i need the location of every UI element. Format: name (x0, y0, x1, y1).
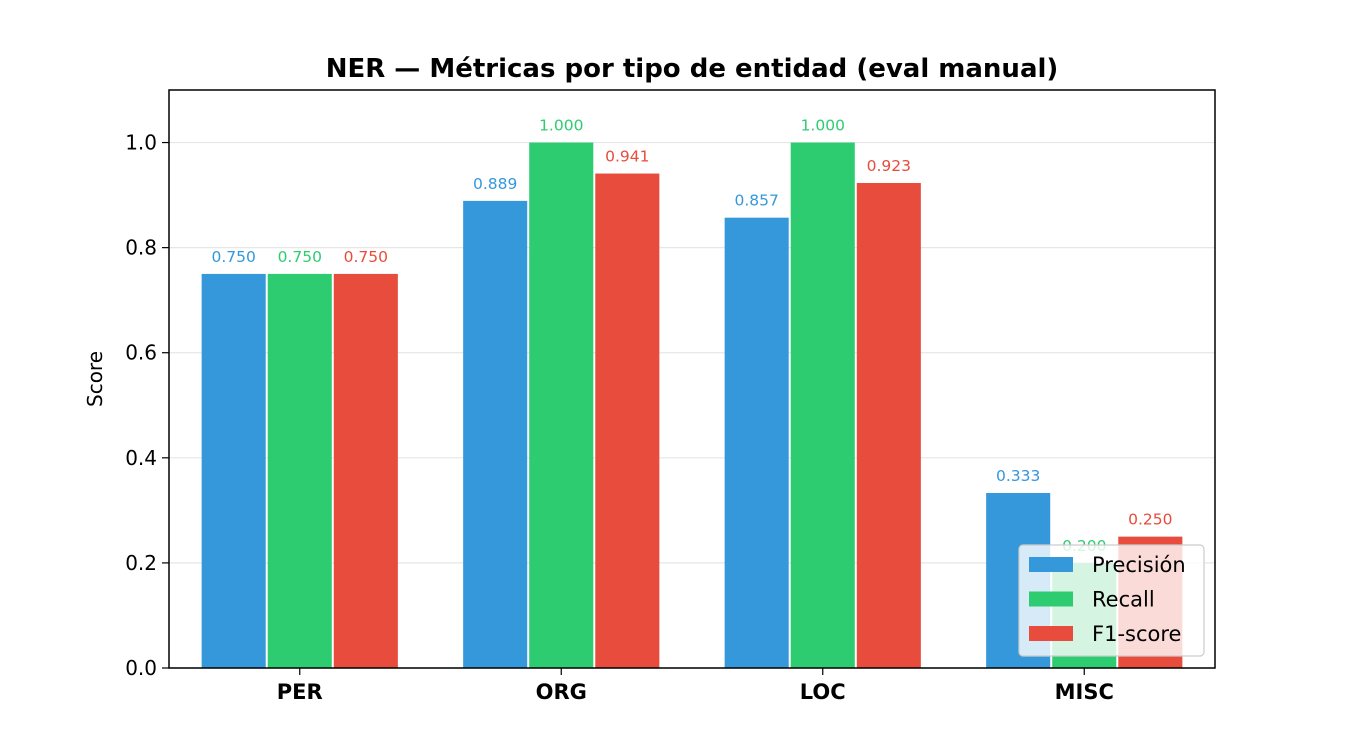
data-label: 0.889 (473, 175, 517, 193)
bar-f1-score-loc (856, 183, 921, 669)
legend-swatch (1029, 557, 1073, 572)
y-tick-label: 0.8 (125, 236, 157, 260)
bar-f1-score-per (333, 273, 398, 668)
bar-recall-per (267, 273, 332, 668)
y-tick-label: 0.0 (125, 656, 157, 680)
axes: 0.0 0.2 0.4 0.6 0.8 1.0 PER ORG LOC MISC (125, 89, 1216, 704)
data-label: 0.750 (211, 248, 255, 266)
data-label: 0.333 (996, 467, 1040, 485)
bar-precisi-n-org (463, 200, 528, 668)
chart-title: NER — Métricas por tipo de entidad (eval… (326, 54, 1059, 84)
y-tick-label: 0.6 (125, 341, 157, 365)
data-label: 1.000 (801, 117, 845, 135)
legend-swatch (1029, 591, 1073, 607)
data-label: 0.250 (1128, 511, 1172, 529)
legend-label: Recall (1092, 588, 1155, 612)
legend: Precisión Recall F1-score (1018, 544, 1205, 657)
data-label: 0.941 (605, 148, 649, 166)
bar-precisi-n-per (201, 273, 266, 668)
x-tick-label: LOC (800, 680, 846, 704)
data-label: 0.923 (867, 157, 911, 175)
plot-frame (168, 89, 1216, 669)
x-tick-label: ORG (536, 680, 587, 704)
bar-recall-org (529, 142, 594, 668)
x-tick-label: MISC (1055, 680, 1114, 704)
data-label: 1.000 (539, 117, 583, 135)
bar-f1-score-org (595, 173, 660, 668)
y-axis-label: Score (83, 351, 107, 407)
legend-swatch (1029, 626, 1073, 641)
legend-label: Precisión (1092, 553, 1186, 577)
data-label: 0.750 (344, 248, 388, 266)
bar-recall-loc (790, 142, 855, 668)
legend-label: F1-score (1092, 622, 1181, 646)
y-tick-label: 1.0 (125, 131, 157, 155)
y-tick-label: 0.2 (125, 551, 157, 575)
data-label: 0.750 (278, 248, 322, 266)
y-tick-label: 0.4 (125, 446, 157, 470)
bar-precisi-n-loc (724, 217, 789, 668)
x-tick-label: PER (277, 680, 323, 704)
data-label: 0.857 (734, 192, 778, 210)
